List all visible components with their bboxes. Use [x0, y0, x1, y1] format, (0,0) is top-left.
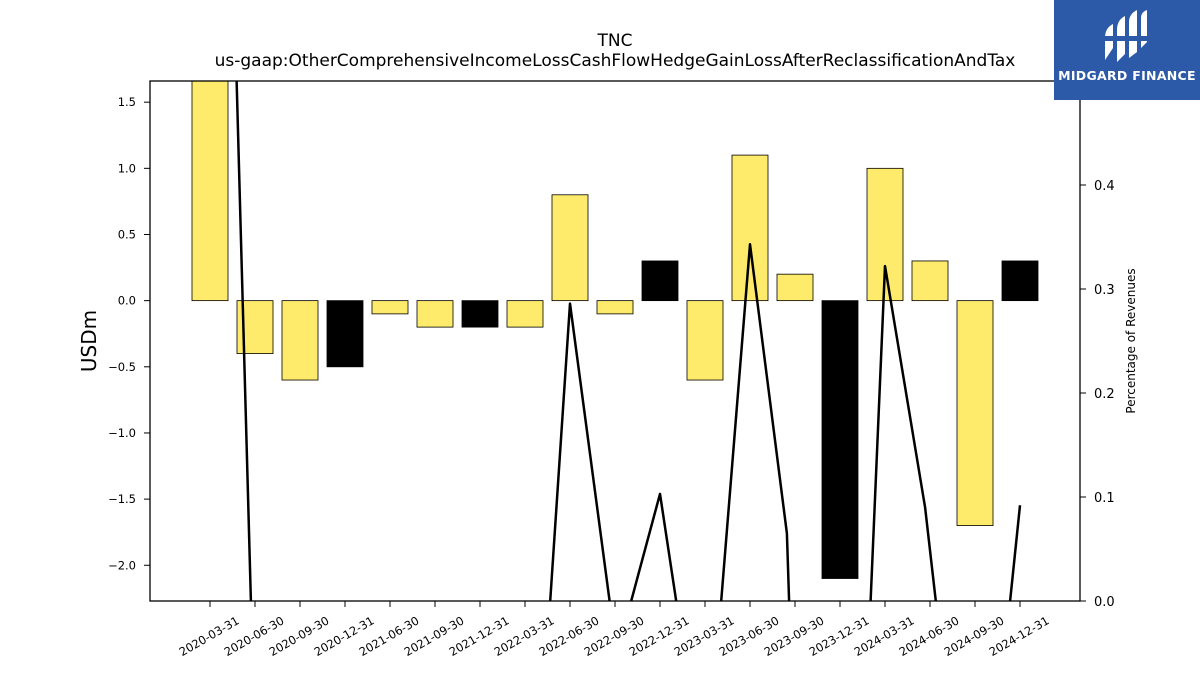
bar-2024-09-30: [956, 300, 994, 526]
y2-tick-label: 0.2: [1094, 387, 1115, 402]
right-axis: 0.00.10.20.30.40.5: [1080, 75, 1115, 610]
brand-logo: MIDGARD FINANCE: [1054, 0, 1200, 100]
line-segment-4: [869, 264, 938, 601]
y2-tick-label: 0.1: [1094, 491, 1115, 506]
line-segment-5: [1008, 505, 1022, 601]
line-segment-2: [629, 492, 678, 601]
y-tick-label: −1.5: [108, 492, 136, 506]
chart-subtitle: us-gaap:OtherComprehensiveIncomeLossCash…: [214, 51, 1016, 71]
bar-2023-06-30: [731, 154, 769, 302]
bar-2024-12-31: [1001, 260, 1039, 302]
y2-tick-label: 0.4: [1094, 179, 1115, 194]
bar-2022-03-31: [506, 300, 544, 328]
brand-name: MIDGARD FINANCE: [1058, 68, 1196, 83]
midgard-logo-icon: [1103, 10, 1151, 62]
y2-tick-label: 0.3: [1094, 283, 1115, 298]
bar-2020-03-31: [191, 81, 229, 302]
bar-2023-03-31: [686, 300, 724, 381]
y-tick-label: 0.5: [118, 227, 136, 241]
y-tick-label: 1.5: [118, 95, 136, 109]
bar-2021-06-30: [371, 300, 409, 315]
left-axis: 1.5 1.0 0.5 0.0 −0.5 −1.0 −1.5 −2.0: [108, 95, 150, 572]
y-tick-label: −0.5: [108, 360, 136, 374]
bar-2023-09-30: [776, 273, 814, 302]
bar-2020-12-31: [326, 300, 364, 368]
line-segment-1: [548, 302, 611, 601]
bar-2021-09-30: [416, 300, 454, 328]
bar-2020-09-30: [281, 300, 319, 381]
bar-2021-12-31: [461, 300, 499, 328]
x-axis: 2020-03-312020-06-302020-09-302020-12-31…: [177, 601, 1052, 659]
y-tick-label: 0.0: [118, 294, 136, 308]
bar-2023-12-31: [821, 300, 859, 579]
bar-2024-06-30: [911, 260, 949, 302]
bar-2022-06-30: [551, 194, 589, 302]
bars-layer: [191, 81, 1039, 579]
y-tick-label: −1.0: [108, 426, 136, 440]
y-tick-label: −2.0: [108, 558, 136, 572]
bar-2022-09-30: [596, 300, 634, 315]
bar-2022-12-31: [641, 260, 679, 302]
line-segment-3: [719, 243, 791, 601]
secondary-y-axis-label: Percentage of Revenues: [1124, 268, 1138, 413]
revenue-percentage-line: [235, 81, 1022, 601]
chart-title: TNC: [597, 31, 633, 51]
y-tick-label: 1.0: [118, 161, 136, 175]
line-segment-0: [235, 81, 253, 601]
y2-tick-label: 0.0: [1094, 595, 1115, 610]
y-axis-label: USDm: [77, 310, 101, 372]
